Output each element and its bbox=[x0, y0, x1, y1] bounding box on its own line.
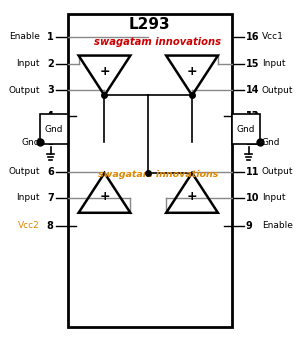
Text: 9: 9 bbox=[246, 221, 253, 231]
Text: 8: 8 bbox=[47, 221, 54, 231]
Text: +: + bbox=[187, 190, 197, 203]
Text: 11: 11 bbox=[246, 167, 259, 177]
Text: 2: 2 bbox=[47, 58, 54, 69]
Text: 14: 14 bbox=[246, 86, 259, 95]
Text: Output: Output bbox=[262, 86, 293, 95]
Text: 6: 6 bbox=[47, 167, 54, 177]
Text: swagatam innovations: swagatam innovations bbox=[98, 170, 218, 179]
Text: 12: 12 bbox=[246, 137, 259, 147]
Text: Output: Output bbox=[262, 168, 293, 176]
Text: +: + bbox=[99, 65, 110, 78]
Text: Gnd: Gnd bbox=[21, 138, 40, 147]
Text: Vcc2: Vcc2 bbox=[18, 221, 40, 230]
Text: 16: 16 bbox=[246, 32, 259, 42]
Text: Input: Input bbox=[262, 59, 285, 68]
Text: Output: Output bbox=[8, 168, 40, 176]
Bar bbox=[40, 114, 68, 144]
Text: 5: 5 bbox=[47, 137, 54, 147]
Text: 13: 13 bbox=[246, 111, 259, 121]
Text: Output: Output bbox=[8, 86, 40, 95]
Text: 4: 4 bbox=[47, 111, 54, 121]
Text: Gnd: Gnd bbox=[237, 125, 255, 134]
Text: 10: 10 bbox=[246, 193, 259, 203]
Text: swagatam innovations: swagatam innovations bbox=[94, 37, 221, 47]
Text: 1: 1 bbox=[47, 32, 54, 42]
Text: +: + bbox=[99, 190, 110, 203]
Text: +: + bbox=[187, 65, 197, 78]
Text: Enable: Enable bbox=[262, 221, 293, 230]
Text: Input: Input bbox=[262, 193, 285, 202]
Bar bbox=[68, 14, 232, 327]
Text: Gnd: Gnd bbox=[262, 138, 280, 147]
Text: Vcc1: Vcc1 bbox=[262, 32, 284, 41]
Text: Input: Input bbox=[16, 193, 40, 202]
Text: 15: 15 bbox=[246, 58, 259, 69]
Text: L293: L293 bbox=[129, 17, 171, 32]
Text: 7: 7 bbox=[47, 193, 54, 203]
Text: 12: 12 bbox=[246, 137, 259, 147]
Text: 5: 5 bbox=[47, 137, 54, 147]
Text: 4: 4 bbox=[47, 111, 54, 121]
Text: Input: Input bbox=[16, 59, 40, 68]
Text: Enable: Enable bbox=[9, 32, 40, 41]
Text: 13: 13 bbox=[246, 111, 259, 121]
Text: Gnd: Gnd bbox=[45, 125, 63, 134]
Bar bbox=[232, 114, 260, 144]
Text: 3: 3 bbox=[47, 86, 54, 95]
